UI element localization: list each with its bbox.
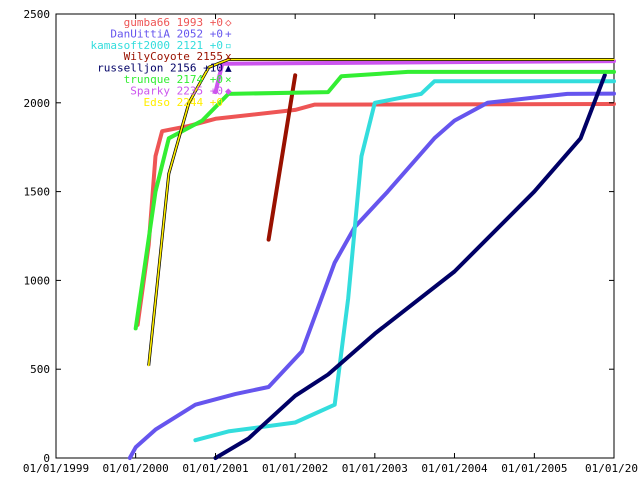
plot-frame xyxy=(55,13,615,459)
legend-label: kamasoft2000 2121 +0 xyxy=(91,39,223,52)
legend-label: gumba66 1993 +0 xyxy=(124,16,223,29)
y-tick-label: 1500 xyxy=(24,186,51,199)
x-tick-label: 01/01/2000 xyxy=(103,462,169,475)
series-curves xyxy=(127,58,616,460)
series-line xyxy=(147,58,615,367)
series-line xyxy=(133,69,616,331)
x-tick-label: 01/01/2004 xyxy=(421,462,488,475)
legend-marker: + xyxy=(225,27,232,40)
series-line xyxy=(127,91,616,460)
legend-label: DanUittiA 2052 +0 xyxy=(110,27,223,40)
y-tick-label: 0 xyxy=(43,452,50,465)
legend-marker: x xyxy=(225,50,232,63)
y-tick-label: 2000 xyxy=(24,97,51,110)
series-line xyxy=(193,79,616,443)
legend-label: WilyCoyote 2155 xyxy=(124,50,223,63)
series-line xyxy=(213,59,616,95)
x-tick-label: 01/01/1999 xyxy=(23,462,89,475)
series-line xyxy=(266,73,298,242)
legend: gumba66 1993 +0 ◇DanUittiA 2052 +0 +kamaso… xyxy=(91,16,232,109)
y-tick-label: 500 xyxy=(30,363,50,376)
y-tick-label: 1000 xyxy=(24,274,51,287)
x-tick-label: 01/01/2002 xyxy=(262,462,328,475)
x-axis: 01/01/1999 01/01/2000 01/01/2001 01/01/2002… xyxy=(23,14,638,475)
legend-marker: ◆ xyxy=(225,84,232,97)
series-line xyxy=(135,102,616,327)
x-tick-label: 01/01/2005 xyxy=(501,462,567,475)
legend-marker: ◇ xyxy=(225,16,232,29)
legend-label: Sparky 2235 +0 xyxy=(130,84,223,97)
y-axis: 0 500 1000 1500 2000 2500 xyxy=(24,8,614,465)
legend-label: russelljon 2156 +10 xyxy=(97,62,223,75)
x-tick-label: 01/01/20 xyxy=(585,462,638,475)
legend-marker: ▲ xyxy=(225,62,232,75)
x-tick-label: 01/01/2001 xyxy=(182,462,248,475)
x-tick-label: 01/01/2003 xyxy=(342,462,408,475)
y-tick-label: 2500 xyxy=(24,8,51,21)
series-line xyxy=(213,73,607,460)
legend-marker: ▫ xyxy=(225,39,232,52)
legend-label: trunque 2174 +0 xyxy=(124,73,223,86)
legend-label: Edso 2244 +0 xyxy=(144,96,223,109)
legend-marker: × xyxy=(225,73,232,86)
